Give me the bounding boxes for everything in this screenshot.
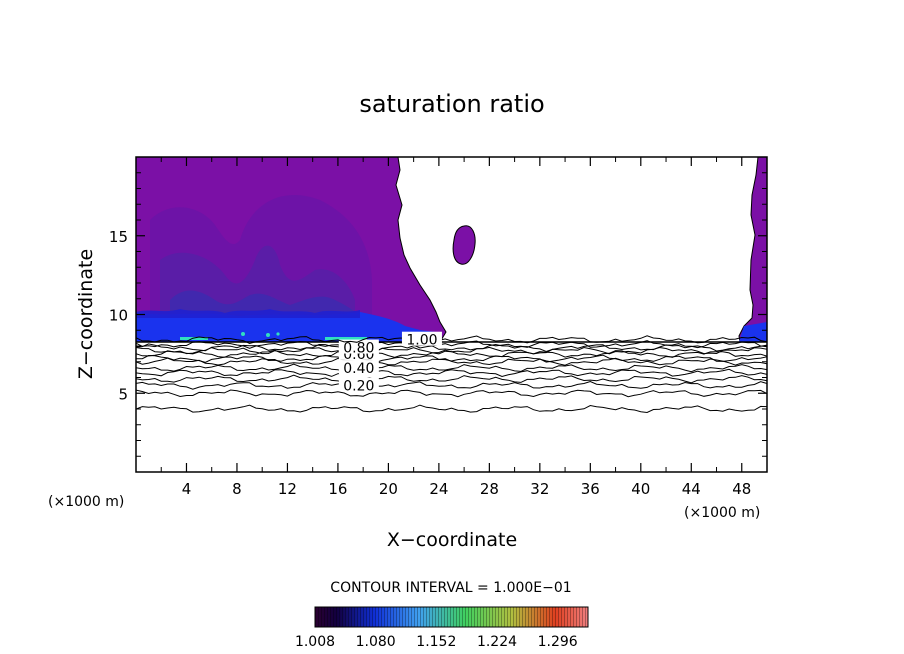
x-tick-label: 48 [732,480,751,498]
cyan-streak-2 [325,337,367,340]
colorbar-hatching [315,607,588,627]
colorbar-frame [314,606,589,628]
x-tick-label: 20 [379,480,398,498]
x-tick-label: 4 [182,480,192,498]
x-tick-label: 40 [631,480,650,498]
supersaturated-blob [452,225,476,265]
y-tick-label: 10 [109,307,128,325]
contour-label: 0.80 [343,341,374,357]
contour-line-labeled [136,343,767,353]
x-tick-label: 12 [278,480,297,498]
y-axis-label: Z−coordinate [75,249,97,379]
contour-line [136,368,767,378]
colorbar-tick-label: 1.152 [416,634,456,650]
plot-area: 0.200.400.600.80 1.00 [136,157,767,414]
contour-line [136,340,767,349]
contour-label-bg [338,339,379,354]
x-tick-label: 24 [429,480,448,498]
cyan-dot-2 [266,333,270,337]
cyan-dot-1 [241,332,245,336]
contour-line [136,389,767,398]
y-tick-label: 15 [109,228,128,246]
contour-label: 1.00 [406,333,437,349]
colorbar-tick-label: 1.296 [538,634,578,650]
x-tick-label: 16 [328,480,347,498]
dense-band-edge [136,309,360,318]
contour-line [136,404,767,414]
x-tick-label: 8 [232,480,242,498]
contour-line [136,346,767,355]
contour-label-bg [338,377,379,392]
colorbar-tick-label: 1.008 [295,634,335,650]
contour-line-labeled [136,380,767,390]
x-tick-label: 28 [480,480,499,498]
x-unit-left: (×1000 m) [48,494,124,510]
contour-line-labeled [136,363,767,373]
contour-line-labeled [136,335,767,345]
x-tick-label: 36 [581,480,600,498]
x-axis-label: X−coordinate [387,529,517,551]
contour-interval-label: CONTOUR INTERVAL = 1.000E−01 [330,580,571,596]
cyan-streak-1 [180,337,208,340]
x-tick-label: 44 [682,480,701,498]
contour-line [136,354,767,364]
contour-label-bg [401,331,442,346]
x-tick-label: 32 [530,480,549,498]
contour-line [136,374,767,384]
dense-band-right [739,322,767,342]
colorbar-labels: 1.008 1.080 1.152 1.224 1.296 [295,634,578,650]
chart-title: saturation ratio [359,90,544,118]
region-shade-3 [170,290,360,318]
cyan-dot-3 [276,332,280,336]
colorbar-tick-label: 1.080 [356,634,396,650]
dense-band [136,312,440,342]
contour-label: 0.20 [343,378,374,394]
contour-label: 0.40 [343,361,374,377]
x-unit-right: (×1000 m) [684,505,760,521]
contour-lines: 0.200.400.600.80 1.00 [136,331,767,414]
colorbar-tick-label: 1.224 [477,634,517,650]
contour-line [136,357,767,366]
contour-label-bg [338,360,379,375]
y-tick-label: 5 [118,385,128,403]
contour-line-labeled [136,349,767,358]
colorbar [314,606,589,628]
